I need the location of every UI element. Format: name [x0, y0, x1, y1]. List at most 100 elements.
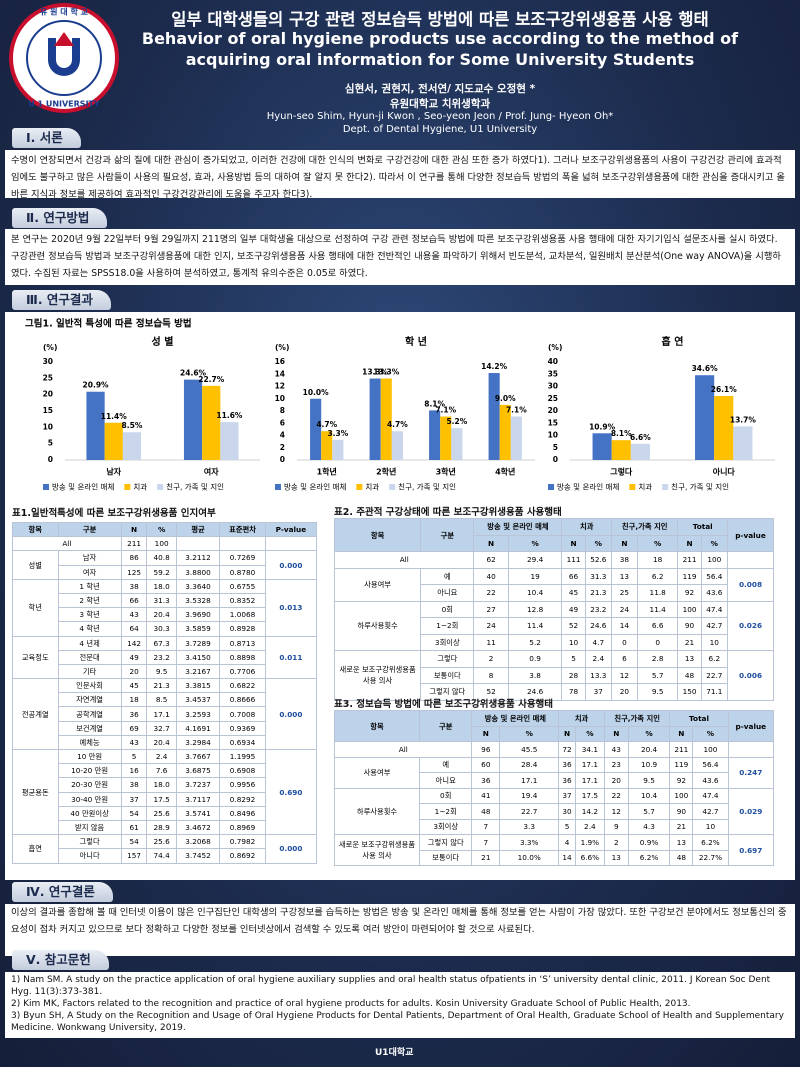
x-tick-label: 여자 — [204, 467, 219, 477]
table-cell: 5 — [558, 818, 576, 835]
table-cell: 24 — [473, 617, 509, 635]
table-cell: 30 — [558, 803, 576, 820]
table-cell — [175, 536, 221, 552]
table-cell: 20.4 — [146, 734, 177, 751]
table-cell: 43 — [120, 607, 148, 623]
table-cell: 6.2 — [700, 650, 728, 668]
table-cell: 8.5 — [146, 692, 177, 708]
table-cell: 52 — [473, 683, 509, 701]
data-table: 항목 구분 N% 평균 표준편차 P-value All 211 100 성별 남자 86 40.8 3.… — [12, 521, 318, 864]
reference: 3) Byun SH, A Study on the Recognition a… — [11, 1011, 784, 1033]
table-cell: 100 — [692, 741, 729, 758]
table-cell: 47.4 — [692, 787, 729, 804]
table-cell: 142 — [120, 635, 148, 651]
data-label: 8.5% — [122, 421, 143, 430]
header-cell: p-value — [726, 518, 775, 552]
table-cell: 예 — [418, 756, 473, 773]
table-cell: 21 — [677, 633, 702, 651]
table-title: 표3. 정보습득 방법에 따른 보조구강위생용품 사용행태 — [334, 699, 554, 710]
header-cell: Total — [669, 710, 729, 727]
table-cell: 17.1 — [499, 772, 560, 789]
table-cell — [264, 536, 318, 552]
table-cell: 36 — [558, 772, 576, 789]
table-cell: 41 — [471, 787, 501, 804]
table-cell — [219, 536, 266, 552]
legend-swatch — [662, 484, 669, 490]
table-cell: 3.5741 — [175, 805, 221, 821]
table-cell: 그렇다 — [57, 834, 122, 850]
table-cell: 그렇지 않다 — [418, 834, 473, 851]
table-cell: 9 — [603, 818, 629, 835]
table-cell: 40 — [473, 567, 509, 585]
table-cell: 100 — [146, 536, 177, 552]
table-cell: 9.5 — [636, 683, 679, 701]
table-cell: 56.4 — [692, 756, 729, 773]
chart-title: 학 년 — [405, 335, 427, 348]
table-row: 기타 20 9.5 3.2167 0.7706 — [13, 663, 317, 680]
table-cell: 0.8496 — [219, 805, 266, 821]
table-row: 사용여부 예 40 19 66 31.3 13 6.2 119 56.4 0.008 — [333, 567, 775, 602]
table-cell: 5.7 — [627, 803, 671, 820]
x-tick-label: 아니다 — [713, 467, 736, 477]
table-cell: All — [333, 741, 473, 758]
table-cell: 20 — [120, 663, 148, 680]
header-cell: % — [507, 534, 563, 552]
y-unit: (%) — [43, 343, 57, 352]
header-cell: 항목 — [334, 710, 420, 742]
table-cell: 0.7269 — [219, 550, 266, 566]
table-cell: 남자 — [57, 550, 122, 566]
table-cell: 0.9 — [507, 650, 563, 668]
table-cell: 6.6% — [574, 849, 605, 866]
authors-en: Hyun-seo Shim, Hyun-ji Kwon , Seo-yeon J… — [266, 111, 614, 122]
legend-swatch — [43, 484, 49, 490]
table-cell: 3.2984 — [175, 734, 221, 751]
y-tick-label: 35 — [548, 369, 558, 378]
table-cell: 36 — [471, 772, 501, 789]
table-cell: 6.2% — [692, 834, 729, 851]
table-cell: 0.8969 — [219, 819, 266, 836]
table-cell: 37 — [120, 791, 148, 807]
p-value: 0.013 — [264, 578, 318, 637]
table-cell: 3.7237 — [175, 777, 221, 793]
table-cell: All — [333, 551, 475, 569]
data-label: 4.7% — [387, 420, 408, 429]
table-cell — [726, 551, 775, 569]
table-cell: 14 — [558, 849, 576, 866]
table-cell: 34.1 — [574, 741, 605, 758]
table-cell: 11.4 — [636, 600, 679, 618]
table-cell: 100 — [669, 787, 694, 804]
table-cell: 인문사회 — [57, 678, 122, 694]
y-tick-label: 16 — [275, 357, 285, 366]
table-cell: 28.4 — [499, 756, 560, 773]
table-title: 표2. 주관적 구강상태에 따른 보조구강위생용품 사용행태 — [334, 507, 562, 518]
table-cell: 2.4 — [584, 650, 612, 668]
data-label: 4.7% — [316, 420, 337, 429]
table-cell: 23 — [603, 756, 629, 773]
p-value: 0.000 — [264, 678, 318, 750]
logo: 유 원 대 학 교 U 1 UNIVERSITY — [9, 3, 119, 113]
y-tick-label: 10 — [43, 422, 53, 431]
table-row: 30-40 만원 37 17.5 3.7117 0.8292 — [13, 791, 317, 807]
table-cell: 7 — [471, 818, 501, 835]
table-cell: 5.7 — [636, 666, 679, 684]
table-cell: 30.3 — [146, 621, 177, 637]
table-cell: 45 — [120, 678, 148, 694]
table-cell: 0.8928 — [219, 621, 266, 637]
table-cell: 1.0068 — [219, 607, 266, 623]
table-cell: 54 — [120, 834, 148, 850]
legend-swatch — [389, 484, 396, 490]
table-row: 사용여부 예 60 28.4 36 17.1 23 10.9 119 56.4 0.247 — [334, 756, 775, 789]
data-label: 13.3% — [373, 368, 400, 377]
table-cell: 0회 — [420, 600, 475, 618]
table-cell: 60 — [471, 756, 501, 773]
p-value: 0.026 — [726, 600, 775, 651]
table-cell: 10 만원 — [57, 748, 122, 765]
p-value: 0.006 — [726, 650, 775, 701]
table-row: 3회이상 11 5.2 10 4.7 0 0 21 10 — [335, 633, 774, 651]
table-cell: 67.3 — [146, 635, 177, 651]
table-cell: 125 — [120, 564, 148, 580]
table-row: 3회이상 7 3.3 5 2.4 9 4.3 21 10 — [335, 818, 774, 835]
table-cell: 31.3 — [146, 592, 177, 609]
data-table: 항목 구분 방송 및 온라인 매체 치과 친구,가족 지인 Total p-value N% N… — [333, 518, 775, 701]
table-cell: 3회이상 — [420, 633, 475, 651]
